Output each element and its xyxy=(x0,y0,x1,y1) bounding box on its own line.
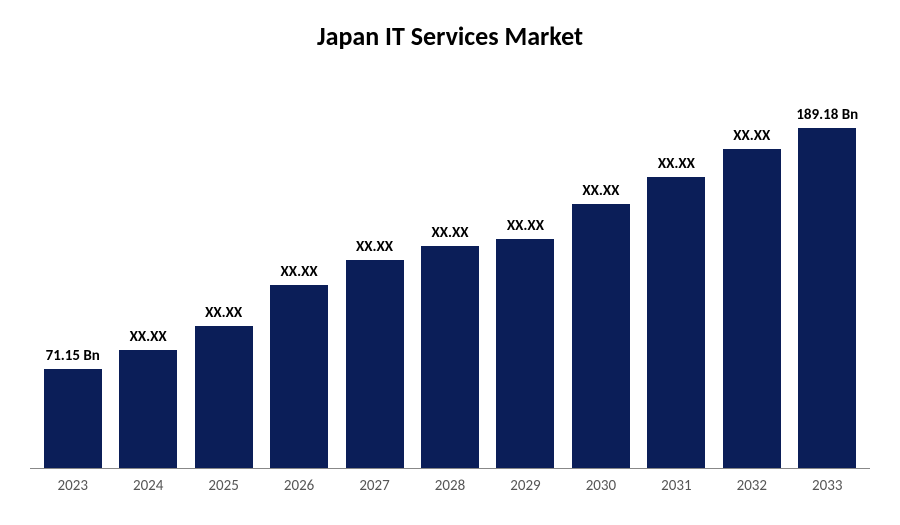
bar xyxy=(647,177,705,468)
bar xyxy=(44,369,102,468)
bar-value-label: 71.15 Bn xyxy=(46,347,100,365)
bar xyxy=(346,260,404,468)
x-axis-label: 2024 xyxy=(114,477,181,495)
x-axis-label: 2025 xyxy=(190,477,257,495)
bar-group: XX.XX xyxy=(567,82,634,468)
bar xyxy=(195,326,253,468)
x-axis-label: 2028 xyxy=(416,477,483,495)
x-axis-label: 2027 xyxy=(341,477,408,495)
x-axis-label: 2033 xyxy=(794,477,861,495)
x-axis-label: 2032 xyxy=(718,477,785,495)
bar xyxy=(572,204,630,468)
bar-value-label: XX.XX xyxy=(205,304,242,322)
x-axis-label: 2023 xyxy=(39,477,106,495)
bar-value-label: XX.XX xyxy=(658,155,695,173)
bar-group: XX.XX xyxy=(718,82,785,468)
bar-value-label: XX.XX xyxy=(507,217,544,235)
bar-group: XX.XX xyxy=(492,82,559,468)
x-axis-label: 2030 xyxy=(567,477,634,495)
chart-container: Japan IT Services Market 71.15 Bn XX.XX XX… xyxy=(0,0,900,525)
x-axis-label: 2026 xyxy=(265,477,332,495)
bar-value-label: XX.XX xyxy=(431,224,468,242)
bar xyxy=(723,149,781,468)
bar-group: 189.18 Bn xyxy=(794,82,861,468)
bar xyxy=(798,128,856,468)
x-axis-label: 2029 xyxy=(492,477,559,495)
bar-group: 71.15 Bn xyxy=(39,82,106,468)
x-axis-label: 2031 xyxy=(643,477,710,495)
bar xyxy=(421,246,479,468)
bar-value-label: XX.XX xyxy=(130,328,167,346)
bar-value-label: XX.XX xyxy=(582,182,619,200)
bar-group: XX.XX xyxy=(190,82,257,468)
x-axis: 2023 2024 2025 2026 2027 2028 2029 2030 2031 2032… xyxy=(30,469,870,495)
plot-area: 71.15 Bn XX.XX XX.XX XX.XX XX.XX XX.XX XX.XX XX… xyxy=(30,82,870,469)
bar-group: XX.XX xyxy=(265,82,332,468)
bar xyxy=(119,350,177,468)
bar-group: XX.XX xyxy=(341,82,408,468)
bar xyxy=(270,285,328,468)
bar-value-label: XX.XX xyxy=(356,238,393,256)
bar-group: XX.XX xyxy=(643,82,710,468)
chart-title: Japan IT Services Market xyxy=(30,20,870,52)
bar-group: XX.XX xyxy=(114,82,181,468)
bar-group: XX.XX xyxy=(416,82,483,468)
bar xyxy=(496,239,554,468)
bar-value-label: XX.XX xyxy=(733,127,770,145)
bar-value-label: XX.XX xyxy=(281,263,318,281)
bar-value-label: 189.18 Bn xyxy=(796,106,858,124)
